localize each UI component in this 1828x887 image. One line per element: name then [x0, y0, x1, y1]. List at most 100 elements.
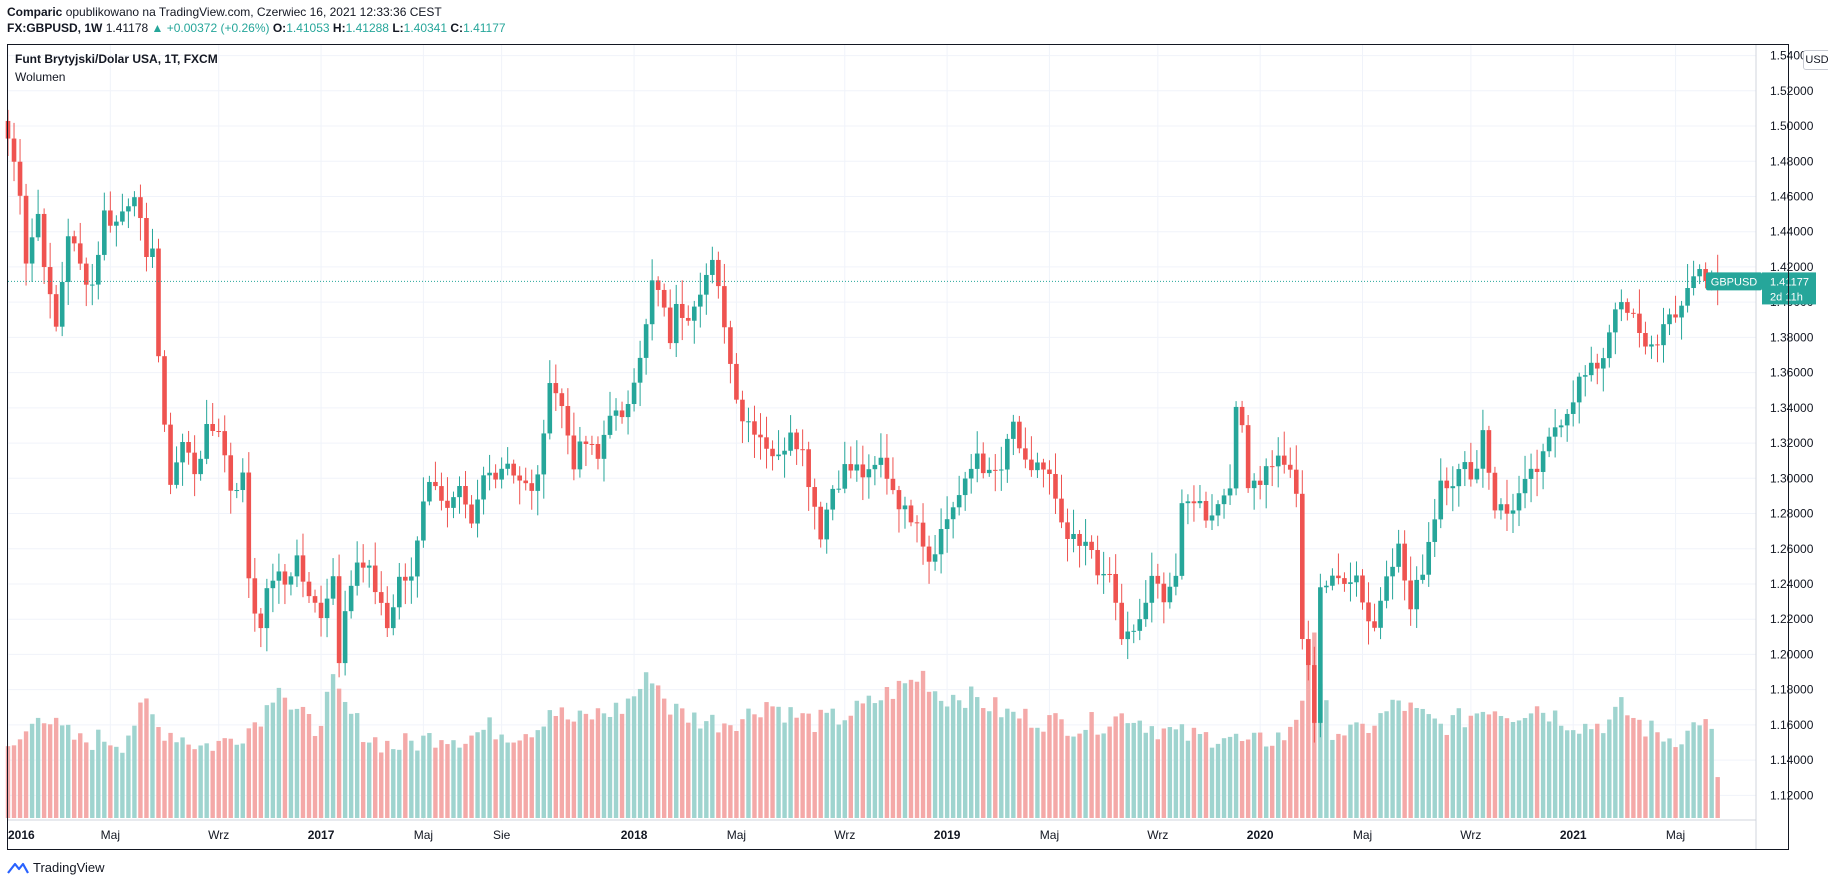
volume-bar [1607, 719, 1612, 818]
volume-bar [692, 712, 697, 818]
candle-body [1281, 455, 1287, 465]
candle-body [1179, 503, 1185, 576]
volume-bar [1191, 727, 1197, 818]
candle-body [866, 469, 872, 478]
candle-body [1065, 522, 1070, 539]
candle-body [782, 450, 787, 455]
candle-body [980, 453, 986, 474]
volume-bar [228, 738, 233, 818]
candle-body [481, 475, 486, 500]
candle-body [312, 596, 318, 603]
candle-body [126, 206, 131, 212]
candle-body [1287, 464, 1293, 470]
publication-info: opublikowano na TradingView.com, Czerwie… [65, 5, 442, 19]
volume-bar [800, 713, 805, 818]
volume-bar [439, 740, 444, 818]
candle-body [872, 464, 878, 470]
volume-bar [330, 674, 336, 818]
candle-body [1558, 425, 1564, 428]
volume-bar [17, 739, 23, 818]
volume-bar [589, 719, 595, 818]
candle-body [1420, 574, 1425, 580]
volume-bar [932, 691, 938, 818]
volume-bar [981, 708, 986, 818]
candle-body [1251, 480, 1257, 489]
candle-body [384, 602, 390, 629]
candle-body [487, 472, 492, 476]
candle-body [878, 457, 884, 465]
candle-body [607, 415, 613, 435]
candle-body [523, 480, 529, 484]
x-tick-label: 2020 [1247, 828, 1274, 842]
volume-bar [866, 695, 872, 818]
candle-body [685, 317, 691, 321]
volume-bar [47, 724, 53, 818]
candle-body [451, 497, 456, 508]
volume-bar [385, 740, 390, 818]
candle-body [210, 423, 215, 432]
volume-bar [1023, 708, 1028, 818]
candle-body [1522, 478, 1528, 494]
x-tick-label: Maj [1353, 828, 1372, 842]
volume-bar [469, 735, 474, 818]
volume-bar [1263, 746, 1269, 818]
x-tick-label: Maj [101, 828, 120, 842]
volume-bar [1071, 736, 1076, 818]
candle-body [409, 576, 414, 581]
candle-body [1131, 630, 1137, 632]
volume-bar [222, 738, 227, 818]
x-tick-label: Maj [1040, 828, 1059, 842]
candle-body [1035, 462, 1040, 471]
volume-bar [1041, 731, 1046, 818]
volume-bar [1715, 777, 1720, 818]
volume-bar [126, 735, 131, 818]
candle-body [246, 472, 252, 579]
candle-body [390, 607, 396, 629]
volume-bar [728, 725, 733, 818]
y-tick-label: 1.48000 [1770, 154, 1814, 168]
candle-body [625, 404, 631, 418]
candle-body [1402, 543, 1407, 581]
volume-bar [102, 741, 107, 818]
candle-body [1378, 600, 1383, 628]
candle-body [1607, 332, 1612, 359]
candle-body [710, 259, 715, 275]
candle-body [192, 452, 197, 475]
volume-bar [860, 703, 866, 818]
volume-bar [162, 740, 167, 818]
currency-badge[interactable]: USD [1803, 50, 1828, 70]
candle-body [1390, 566, 1395, 577]
candle-body [258, 613, 264, 629]
candle-body [1643, 332, 1648, 347]
volume-bar [336, 688, 342, 818]
volume-bar [1540, 712, 1546, 818]
volume-bar [1288, 726, 1293, 818]
volume-bar [613, 702, 619, 818]
volume-bar [240, 743, 245, 818]
candle-body [836, 488, 842, 490]
volume-bar [914, 681, 920, 818]
volume-bar [559, 707, 565, 818]
volume-bar [445, 744, 450, 818]
volume-bar [1595, 723, 1600, 818]
volume-bar [1251, 732, 1257, 818]
volume-bar [1426, 714, 1431, 818]
volume-bar [132, 725, 137, 818]
candle-body [1197, 500, 1203, 504]
volume-bar [1414, 707, 1419, 818]
volume-bar [1185, 740, 1191, 818]
volume-bar [210, 750, 215, 818]
volume-bar [1143, 732, 1148, 818]
candle-body [1438, 480, 1444, 520]
y-tick-label: 1.26000 [1770, 542, 1814, 556]
volume-bar [902, 683, 908, 818]
candle-body [667, 307, 673, 344]
author-name: Comparic [7, 5, 63, 19]
candle-body [216, 431, 221, 433]
candle-body [132, 197, 137, 207]
volume-bar [342, 701, 348, 818]
candle-body [956, 495, 962, 508]
candle-body [1161, 583, 1167, 603]
volume-bar [1372, 725, 1377, 818]
